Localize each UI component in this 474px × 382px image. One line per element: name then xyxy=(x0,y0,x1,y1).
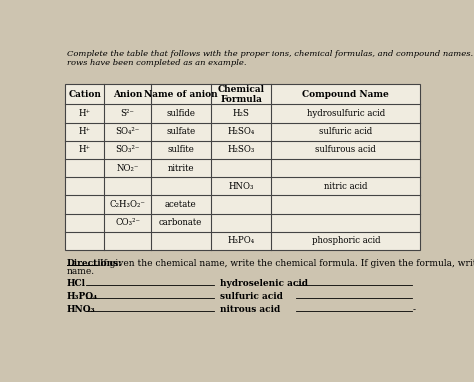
Text: -: - xyxy=(413,305,416,314)
Text: sulfuric acid: sulfuric acid xyxy=(220,292,283,301)
Text: HNO₃: HNO₃ xyxy=(67,305,96,314)
Text: H⁺: H⁺ xyxy=(79,145,91,154)
Text: phosphoric acid: phosphoric acid xyxy=(311,236,380,245)
Text: HNO₃: HNO₃ xyxy=(228,182,254,191)
Text: S²⁻: S²⁻ xyxy=(120,109,135,118)
Text: Cation: Cation xyxy=(69,90,101,99)
Text: If given the chemical name, write the chemical formula. If given the formula, wr: If given the chemical name, write the ch… xyxy=(97,259,474,268)
Text: H₂S: H₂S xyxy=(233,109,250,118)
Text: Chemical
Formula: Chemical Formula xyxy=(218,85,264,104)
Text: SO₄²⁻: SO₄²⁻ xyxy=(116,127,140,136)
Text: nitric acid: nitric acid xyxy=(324,182,368,191)
Text: NO₂⁻: NO₂⁻ xyxy=(117,163,139,173)
Text: H₂SO₃: H₂SO₃ xyxy=(228,145,255,154)
Text: carbonate: carbonate xyxy=(159,218,202,227)
Text: sulfurous acid: sulfurous acid xyxy=(315,145,376,154)
Text: Directions:: Directions: xyxy=(67,259,123,268)
Bar xyxy=(65,84,420,250)
Text: sulfide: sulfide xyxy=(166,109,195,118)
Text: sulfate: sulfate xyxy=(166,127,195,136)
Text: Name of anion: Name of anion xyxy=(144,90,218,99)
Text: hydrosulfuric acid: hydrosulfuric acid xyxy=(307,109,385,118)
Text: H⁺: H⁺ xyxy=(79,127,91,136)
Text: H₃PO₄: H₃PO₄ xyxy=(228,236,255,245)
Text: rows have been completed as an example.: rows have been completed as an example. xyxy=(67,59,246,67)
Text: acetate: acetate xyxy=(165,200,197,209)
Text: name.: name. xyxy=(67,267,95,276)
Text: Anion: Anion xyxy=(113,90,142,99)
Text: sulfite: sulfite xyxy=(167,145,194,154)
Text: C₂H₃O₂⁻: C₂H₃O₂⁻ xyxy=(109,200,146,209)
Text: H₂SO₄: H₂SO₄ xyxy=(228,127,255,136)
Text: HCl: HCl xyxy=(67,279,86,288)
Text: sulfuric acid: sulfuric acid xyxy=(319,127,373,136)
Text: SO₃²⁻: SO₃²⁻ xyxy=(115,145,140,154)
Text: CO₃²⁻: CO₃²⁻ xyxy=(115,218,140,227)
Text: H₃PO₄: H₃PO₄ xyxy=(67,292,98,301)
Text: nitrous acid: nitrous acid xyxy=(220,305,281,314)
Text: Compound Name: Compound Name xyxy=(302,90,389,99)
Text: nitrite: nitrite xyxy=(167,163,194,173)
Text: Complete the table that follows with the proper ions, chemical formulas, and com: Complete the table that follows with the… xyxy=(67,50,474,58)
Text: hydroselenic acid: hydroselenic acid xyxy=(220,279,309,288)
Text: H⁺: H⁺ xyxy=(79,109,91,118)
